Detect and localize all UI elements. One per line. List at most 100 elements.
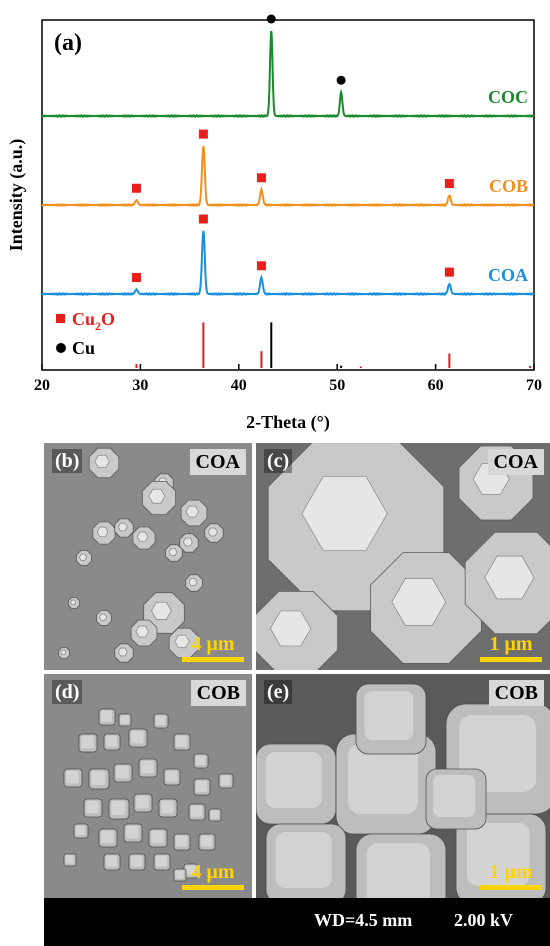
sem-panel-d: (d) COB 4 μm <box>44 674 252 898</box>
x-tick-label: 70 <box>526 377 542 394</box>
cu2o-peak-marker <box>131 183 141 193</box>
panel-d-scalebar: 4 μm <box>182 861 244 890</box>
crystal-cube <box>153 713 169 729</box>
crystal-cube <box>113 763 133 783</box>
sem-info-bar: WD=4.5 mm 2.00 kV <box>44 898 550 946</box>
crystal-cube <box>265 823 347 898</box>
y-axis-label: Intensity (a.u.) <box>6 139 27 252</box>
cu2o-peak-marker <box>131 273 141 282</box>
crystal-polyhedron <box>256 590 338 670</box>
cu2o-peak-marker <box>256 261 266 271</box>
crystal-polyhedron <box>58 647 70 659</box>
panel-c-scale-line <box>480 657 542 662</box>
crystal-cube <box>218 773 234 789</box>
crystal-polyhedron <box>464 531 550 635</box>
sem-panel-c: (c) COA 1 μm <box>256 443 550 670</box>
crystal-cube <box>208 808 222 822</box>
panel-c-label: (c) <box>264 449 293 473</box>
x-tick-label: 40 <box>231 377 247 394</box>
crystal-polyhedron <box>370 552 482 664</box>
crystal-cube <box>63 768 83 788</box>
crystal-polyhedron <box>88 447 120 479</box>
panel-a-label: (a) <box>54 30 82 56</box>
cu2o-peak-marker <box>444 267 454 277</box>
crystal-polyhedron <box>114 518 134 538</box>
crystal-cube <box>98 828 118 848</box>
crystal-polyhedron <box>96 610 112 626</box>
panel-b-scale-line <box>182 657 244 662</box>
x-tick-label: 30 <box>132 377 148 394</box>
crystal-polyhedron <box>204 523 224 543</box>
panel-c-scale-label: 1 μm <box>489 633 533 655</box>
panel-c-sample: COA <box>487 449 544 475</box>
crystal-polyhedron <box>179 533 199 553</box>
panel-e-sample: COB <box>488 680 544 706</box>
pattern-series <box>41 30 535 297</box>
x-tick-label: 20 <box>34 377 50 394</box>
series-line-coc <box>41 30 535 119</box>
panel-d-scale-line <box>182 885 244 890</box>
crystal-cube <box>128 853 146 871</box>
panel-b-scale-label: 4 μm <box>191 633 235 655</box>
crystal-polyhedron <box>168 627 200 659</box>
legend-cu-label: Cu <box>72 338 95 358</box>
x-ticks: 20 30 40 50 60 70 <box>34 364 542 394</box>
panel-b-label: (b) <box>52 449 83 473</box>
panel-d-scale-label: 4 μm <box>191 861 235 883</box>
panel-e-label: (e) <box>264 680 293 704</box>
panel-b-sample: COA <box>189 449 246 475</box>
crystal-polyhedron <box>142 481 177 515</box>
crystal-cube <box>83 798 103 818</box>
crystal-cube <box>173 868 187 882</box>
sem-image-d <box>44 674 252 898</box>
crystal-polyhedron <box>143 592 185 634</box>
xrd-chart: (a) COC COB COA Cu2O Cu 20 30 40 50 60 70 2-The… <box>6 14 542 433</box>
series-labels: COC COB COA <box>488 87 528 285</box>
crystal-cube <box>138 758 158 778</box>
crystal-polyhedron <box>132 526 156 550</box>
crystal-polyhedron <box>92 521 116 545</box>
peak-markers <box>131 14 454 282</box>
crystal-cube <box>128 728 148 748</box>
crystal-polyhedron <box>165 544 183 562</box>
panel-e-scale-label: 1 μm <box>489 861 533 883</box>
crystal-cube <box>335 733 437 835</box>
x-axis-label: 2-Theta (°) <box>246 412 330 433</box>
working-distance: WD=4.5 mm <box>314 910 413 930</box>
crystal-polyhedron <box>185 574 203 592</box>
accelerating-voltage: 2.00 kV <box>454 910 514 930</box>
crystal-cube <box>455 813 547 898</box>
sem-image-c <box>256 443 550 670</box>
crystal-cube <box>158 798 178 818</box>
crystal-cube <box>425 768 487 830</box>
sem-image-b <box>44 443 252 670</box>
reference-lines <box>135 322 532 368</box>
crystal-polyhedron <box>76 550 92 566</box>
crystal-polyhedron <box>68 597 80 609</box>
crystal-cube <box>98 708 116 726</box>
crystal-cube <box>193 778 211 796</box>
series-label-coa: COA <box>488 265 528 285</box>
cu-peak-marker <box>336 75 346 85</box>
sem-image-e <box>256 674 550 898</box>
crystal-cube <box>163 768 181 786</box>
crystal-cube <box>193 753 209 769</box>
crystal-cube <box>133 793 153 813</box>
cu-peak-marker <box>266 14 276 24</box>
crystal-cube <box>103 853 121 871</box>
legend-cu2o-marker <box>56 314 65 323</box>
crystal-cube <box>173 733 191 751</box>
legend-cu2o-label: Cu2O <box>72 309 115 333</box>
crystal-cube <box>198 833 216 851</box>
crystal-cube <box>188 803 206 821</box>
cu2o-peak-marker <box>256 173 266 183</box>
crystal-cube <box>153 853 171 871</box>
crystal-polyhedron <box>130 619 158 647</box>
crystal-cube <box>103 733 121 751</box>
panel-e-scale-line <box>480 885 542 890</box>
panel-c-scalebar: 1 μm <box>480 633 542 662</box>
panel-d-label: (d) <box>52 680 83 704</box>
crystal-cube <box>63 853 77 867</box>
crystal-polyhedron <box>114 643 134 663</box>
sem-panel-e: (e) COB 1 μm <box>256 674 550 898</box>
